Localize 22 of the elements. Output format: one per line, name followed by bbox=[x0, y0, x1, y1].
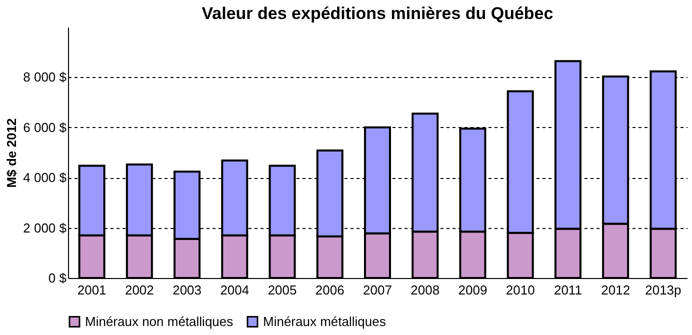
x-tick-label: 2009 bbox=[458, 282, 488, 298]
chart-title: Valeur des expéditions minières du Québec bbox=[202, 4, 554, 23]
x-tick-label: 2005 bbox=[268, 282, 297, 298]
x-tick-label: 2013p bbox=[645, 282, 682, 298]
x-tick-label: 2004 bbox=[220, 282, 250, 298]
x-tick-label: 2003 bbox=[172, 282, 202, 298]
y-tick-label: 8 000 $ bbox=[23, 70, 68, 85]
x-tick-label: 2011 bbox=[554, 282, 582, 298]
y-tick-label: 4 000 $ bbox=[23, 170, 68, 186]
x-tick-label: 2012 bbox=[601, 282, 630, 298]
x-tick-label: 2008 bbox=[410, 282, 440, 298]
legend-label: Minéraux métalliques bbox=[263, 314, 386, 329]
y-tick-label: 6 000 $ bbox=[23, 120, 68, 135]
x-tick-label: 2002 bbox=[124, 282, 154, 298]
x-tick-label: 2006 bbox=[315, 282, 344, 298]
legend-label: Minéraux non métalliques bbox=[85, 314, 234, 329]
y-tick-label: 0 $ bbox=[48, 270, 68, 286]
y-axis-title: M$ de 2012 bbox=[4, 118, 20, 188]
x-tick-label: 2001 bbox=[77, 282, 106, 298]
y-tick-label: 2 000 $ bbox=[23, 220, 68, 236]
x-tick-label: 2007 bbox=[363, 282, 392, 298]
x-tick-label: 2010 bbox=[506, 282, 535, 298]
